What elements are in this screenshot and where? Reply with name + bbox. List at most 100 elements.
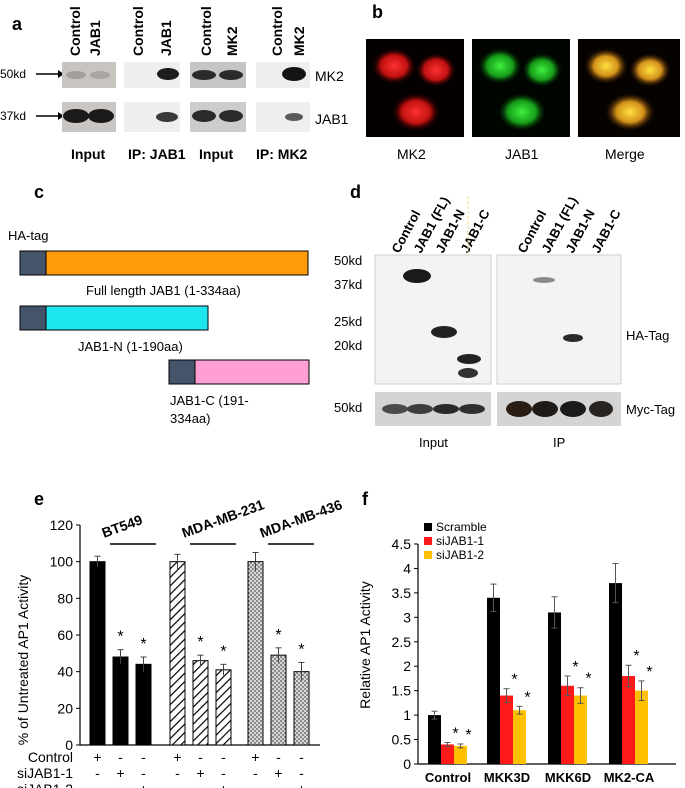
f-legend-swatch bbox=[424, 523, 432, 531]
e-ylabel: % of Untreated AP1 Activity bbox=[15, 575, 31, 745]
e-bar bbox=[192, 660, 209, 746]
e-bar bbox=[270, 654, 287, 746]
blot-d-input-ha bbox=[374, 254, 492, 385]
e-treatment-symbol: - bbox=[95, 765, 100, 781]
construct-full-length: Full length JAB1 (1-334aa) bbox=[19, 250, 309, 298]
f-legend-label: Scramble bbox=[436, 520, 487, 534]
e-treatment-symbol: - bbox=[141, 765, 146, 781]
f-legend-label: siJAB1-1 bbox=[436, 534, 484, 548]
e-treatment-symbol: - bbox=[118, 749, 123, 765]
f-bar bbox=[513, 710, 526, 764]
f-significance-star: * bbox=[511, 672, 517, 689]
c-label-jab1-n: JAB1-N (1-190aa) bbox=[78, 339, 183, 354]
blot-a-ip-jab1 bbox=[124, 62, 180, 132]
a-col-label-6: MK2 bbox=[224, 26, 240, 56]
a-col-label-4: JAB1 bbox=[158, 20, 174, 56]
e-treatment-symbol: - bbox=[221, 765, 226, 781]
blot-d-ip-ha bbox=[496, 254, 622, 385]
d-column-labels: Control JAB1 (FL) JAB1-N JAB1-C Control … bbox=[388, 194, 624, 255]
e-treatment-symbol: - bbox=[253, 781, 258, 788]
e-treatment-symbol: - bbox=[175, 781, 180, 788]
d-marker-50kd: 50kd bbox=[334, 253, 362, 268]
e-treatment-symbol: + bbox=[139, 781, 147, 788]
f-significance-star: * bbox=[572, 659, 578, 676]
e-ytick-label: 60 bbox=[57, 627, 73, 643]
e-bar bbox=[169, 561, 186, 746]
e-bar bbox=[112, 656, 129, 746]
e-significance-star: * bbox=[197, 634, 203, 651]
e-treatment-symbol: + bbox=[93, 749, 101, 765]
f-ytick-label: 3.5 bbox=[392, 585, 412, 601]
e-axis: 0 20 40 60 80 100 120 bbox=[50, 517, 320, 753]
panel-b: b MK2 JAB1 Merge bbox=[366, 2, 680, 162]
a-caption-ip-mk2: IP: MK2 bbox=[256, 146, 308, 162]
e-row-label: siJAB1-1 bbox=[17, 765, 73, 781]
f-legend-swatch bbox=[424, 537, 432, 545]
micrograph-merge bbox=[578, 39, 680, 137]
e-treatment-symbol: - bbox=[141, 749, 146, 765]
b-caption-merge: Merge bbox=[605, 146, 645, 162]
e-ytick-label: 0 bbox=[65, 737, 73, 753]
f-legend-label: siJAB1-2 bbox=[436, 548, 484, 562]
micrograph-jab1 bbox=[472, 39, 570, 137]
f-bar bbox=[561, 685, 574, 764]
e-treatment-symbol: - bbox=[95, 781, 100, 788]
construct-jab1-n: JAB1-N (1-190aa) bbox=[19, 305, 209, 354]
e-row-label: Control bbox=[28, 749, 73, 765]
panel-a: a Control JAB1 Control JAB1 Control MK2 … bbox=[0, 6, 349, 162]
f-ytick-label: 1.5 bbox=[392, 683, 412, 699]
d-caption-input: Input bbox=[419, 435, 448, 450]
a-col-label-2: JAB1 bbox=[87, 20, 103, 56]
e-treatment-symbol: - bbox=[118, 781, 123, 788]
f-bar bbox=[500, 695, 513, 764]
svg-text:e: e bbox=[34, 489, 44, 509]
b-caption-jab1: JAB1 bbox=[505, 146, 539, 162]
e-bar bbox=[135, 663, 152, 746]
f-significance-star: * bbox=[524, 689, 530, 706]
d-marker-20kd: 20kd bbox=[334, 338, 362, 353]
e-significance-star: * bbox=[275, 627, 281, 644]
panel-c: c HA-tag Full length JAB1 (1-334aa) JAB1… bbox=[8, 182, 310, 426]
f-ytick-label: 0.5 bbox=[392, 732, 412, 748]
e-treatment-symbol: - bbox=[198, 749, 203, 765]
f-category-label: Control bbox=[425, 770, 471, 785]
f-significance-star: * bbox=[465, 727, 471, 744]
d-row-label-ha: HA-Tag bbox=[626, 328, 669, 343]
panel-letter-a: a bbox=[12, 14, 23, 34]
f-legend-swatch bbox=[424, 551, 432, 559]
f-bar bbox=[428, 715, 441, 764]
f-bar bbox=[548, 612, 561, 764]
f-ytick-label: 4.5 bbox=[392, 536, 412, 552]
e-bar bbox=[293, 671, 310, 746]
blot-a-ip-mk2 bbox=[256, 62, 310, 132]
panel-letter-d: d bbox=[350, 182, 361, 202]
e-group-label: MDA-MB-231 bbox=[180, 496, 267, 541]
e-ytick-label: 100 bbox=[50, 554, 74, 570]
e-treatment-symbol: + bbox=[196, 765, 204, 781]
panel-e: e % of Untreated AP1 Activity 0 20 40 60 80 1… bbox=[15, 489, 344, 788]
f-bar bbox=[635, 690, 648, 764]
b-caption-mk2: MK2 bbox=[397, 146, 426, 162]
c-label-jab1-c: JAB1-C (191- bbox=[170, 393, 249, 408]
panel-f: f Relative AP1 Activity 0 0.5 1 1.5 2 2.5 3 3.5… bbox=[357, 489, 676, 785]
d-marker-25kd: 25kd bbox=[334, 314, 362, 329]
e-significance-star: * bbox=[298, 642, 304, 659]
f-bar bbox=[609, 583, 622, 764]
a-col-label-8: MK2 bbox=[291, 26, 307, 56]
panel-d: d Control JAB1 (FL) JAB1-N JAB1-C Contro… bbox=[334, 182, 675, 450]
e-treatment-symbol: - bbox=[175, 765, 180, 781]
c-label-full-length: Full length JAB1 (1-334aa) bbox=[86, 283, 241, 298]
f-ytick-label: 2.5 bbox=[392, 634, 412, 650]
e-treatment-symbol: - bbox=[299, 749, 304, 765]
e-treatment-symbol: - bbox=[276, 781, 281, 788]
e-treatment-symbol: + bbox=[297, 781, 305, 788]
e-significance-star: * bbox=[220, 643, 226, 660]
e-bar bbox=[247, 561, 264, 746]
svg-text:f: f bbox=[362, 489, 369, 509]
panel-letter-b: b bbox=[372, 2, 383, 22]
a-col-label-7: Control bbox=[269, 6, 285, 56]
e-treatment-symbol: - bbox=[253, 765, 258, 781]
e-significance-star: * bbox=[117, 629, 123, 646]
e-bar bbox=[215, 669, 232, 746]
